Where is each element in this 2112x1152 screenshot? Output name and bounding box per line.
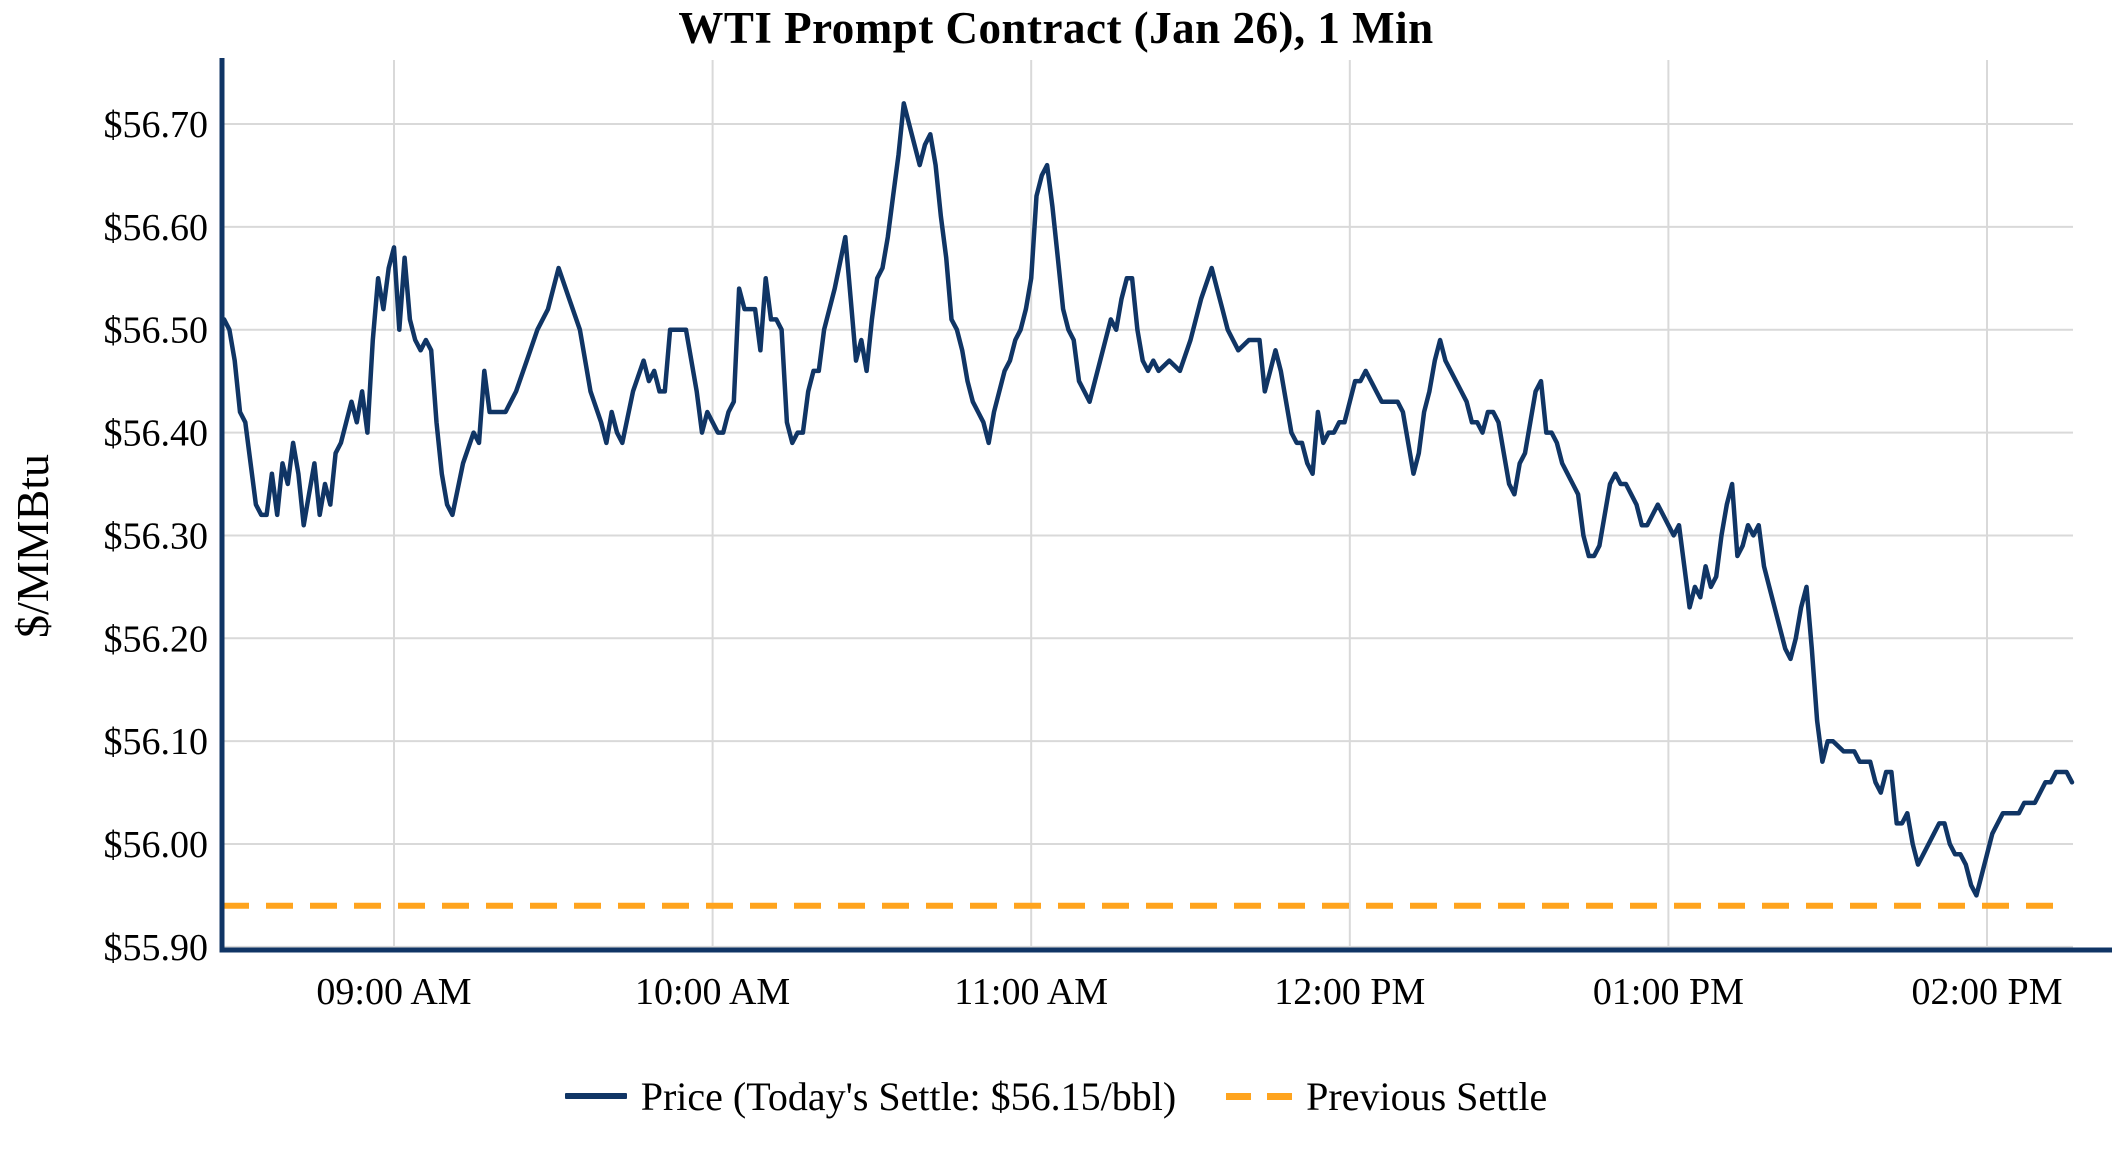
x-tick-label: 12:00 PM bbox=[1274, 971, 1425, 1013]
x-tick-label: 02:00 PM bbox=[1912, 971, 2063, 1013]
chart-title: WTI Prompt Contract (Jan 26), 1 Min bbox=[678, 3, 1434, 53]
x-tick-label: 10:00 AM bbox=[635, 971, 790, 1013]
y-tick-label: $56.60 bbox=[104, 207, 209, 249]
price-line bbox=[221, 101, 2075, 898]
x-tick-label: 01:00 PM bbox=[1593, 971, 1744, 1013]
price-line-swatch-icon bbox=[564, 1093, 627, 1099]
y-tick-label: $56.10 bbox=[104, 721, 209, 763]
y-tick-label: $56.20 bbox=[104, 618, 209, 660]
x-tick-label: 11:00 AM bbox=[954, 971, 1108, 1013]
x-tick-label: 09:00 AM bbox=[316, 971, 471, 1013]
y-tick-label: $56.50 bbox=[104, 310, 209, 352]
previous-settle-dash-swatch-icon bbox=[1226, 1092, 1293, 1100]
y-tick-label: $56.70 bbox=[104, 104, 209, 146]
y-tick-label: $55.90 bbox=[104, 927, 209, 969]
y-tick-label: $56.00 bbox=[104, 824, 209, 866]
legend-price-label: Price (Today's Settle: $56.15/bbl) bbox=[640, 1073, 1177, 1119]
y-tick-label: $56.40 bbox=[104, 413, 209, 455]
legend-previous-settle-label: Previous Settle bbox=[1306, 1073, 1548, 1119]
legend: Price (Today's Settle: $56.15/bbl) Previ… bbox=[0, 1068, 2112, 1124]
y-tick-label: $56.30 bbox=[104, 515, 209, 557]
